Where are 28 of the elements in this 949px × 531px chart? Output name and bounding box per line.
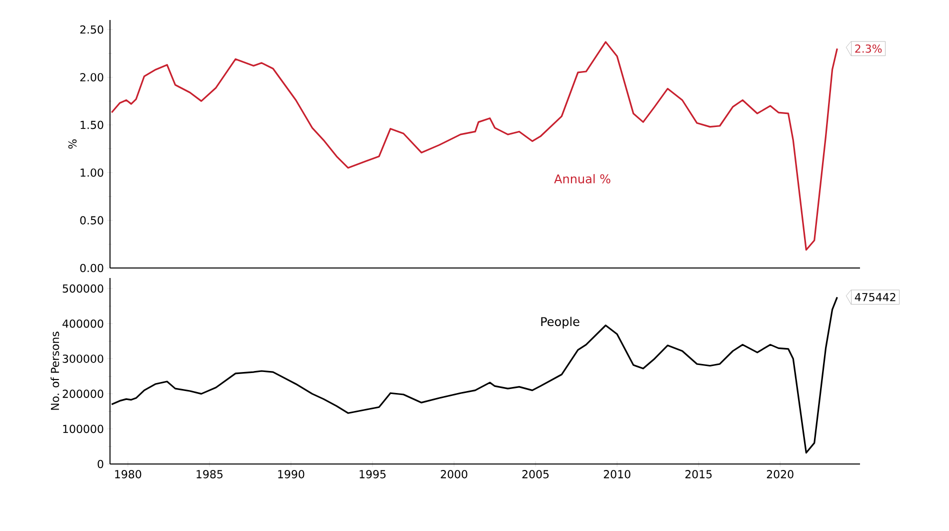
line-series [110, 41, 838, 251]
x-tick-label: 1980 [115, 470, 142, 478]
y-axis-title: No. of Persons [50, 332, 60, 410]
y-tick-label: 400000 [62, 319, 104, 328]
y-tick-label: 300000 [62, 354, 104, 363]
y-tick-label: 500000 [62, 284, 104, 293]
x-tick-label: 2015 [685, 470, 712, 478]
x-tick-label: 2000 [440, 470, 468, 478]
y-tick-label: 0.00 [80, 264, 104, 272]
y-tick-label: 1.00 [80, 168, 104, 177]
y-tick-label: 0 [98, 460, 104, 468]
y-tick-label: 1.50 [80, 120, 104, 130]
x-tick-label: 1995 [360, 470, 386, 478]
series-label: People [541, 316, 580, 328]
y-tick-label: 0.50 [80, 216, 104, 224]
x-tick-label: 1990 [278, 470, 304, 478]
y-tick-label: 200000 [62, 390, 104, 398]
x-tick-label: 2020 [766, 470, 794, 478]
x-tick-label: 2005 [522, 470, 549, 478]
y-tick-label: 100000 [63, 424, 104, 434]
text: Annual % [554, 174, 610, 184]
y-tick-label: 2.50 [80, 25, 104, 34]
y-tick-label: 2.00 [80, 73, 104, 82]
annotation: 2.3% [855, 44, 882, 53]
annotation: 475442 [854, 292, 896, 302]
x-tick-label: 2010 [604, 470, 630, 478]
y-axis-title: % [68, 139, 77, 149]
x-tick-label: 1985 [196, 470, 222, 478]
